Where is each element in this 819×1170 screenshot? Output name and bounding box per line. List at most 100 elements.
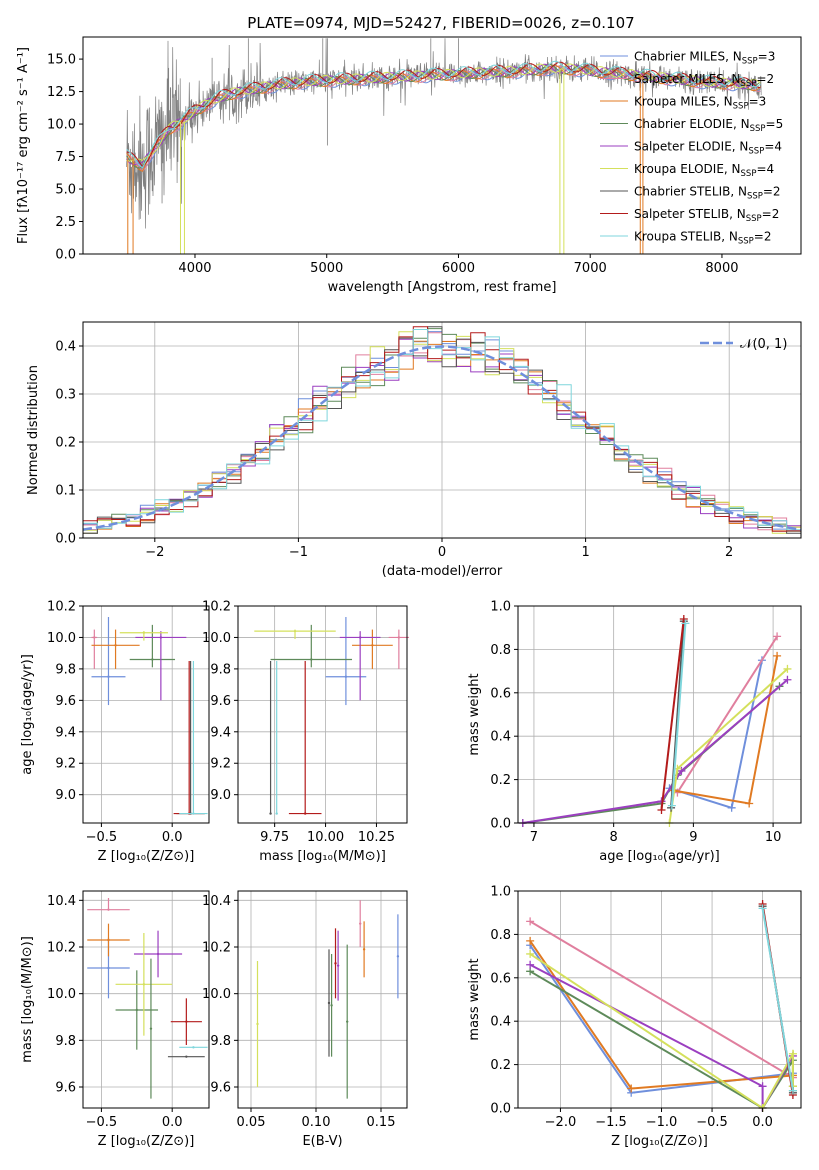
y-tick-label: 0.4 xyxy=(490,730,511,745)
y-tick-label: 10.0 xyxy=(47,987,76,1002)
x-tick-label: 0.05 xyxy=(237,1115,266,1130)
normal-reference-curve xyxy=(82,345,802,531)
y-tick-label: 15.0 xyxy=(47,53,76,68)
axes-frame xyxy=(82,36,802,255)
x-axis-label: Z [log₁₀(Z/Z⊙)] xyxy=(611,1134,708,1149)
data-point xyxy=(362,948,366,951)
data-point xyxy=(185,1020,188,1023)
y-tick-label: 9.8 xyxy=(55,1034,76,1049)
x-tick-label: 0 xyxy=(438,545,446,560)
data-point xyxy=(142,631,146,634)
y-tick-label: 9.8 xyxy=(210,662,231,677)
x-tick-label: 0.0 xyxy=(752,1115,773,1130)
y-tick-label: 0.6 xyxy=(490,971,511,986)
data-point xyxy=(107,908,110,911)
data-point xyxy=(359,922,362,925)
model-spectrum-line xyxy=(126,63,761,169)
frame-layer xyxy=(79,36,802,1112)
x-axis-label: (data-model)/error xyxy=(382,564,503,579)
x-tick-label: 0.0 xyxy=(162,1115,183,1130)
y-tick-label: 10.4 xyxy=(202,894,231,909)
data-point xyxy=(346,1020,349,1023)
data-layer xyxy=(82,38,802,1112)
x-tick-label: 8000 xyxy=(705,261,738,276)
data-point xyxy=(336,964,340,967)
legend-entry: Chabrier MILES, NSSP=3 xyxy=(634,50,775,67)
y-tick-label: 9.6 xyxy=(210,694,231,709)
y-tick-label: 0.2 xyxy=(490,773,511,788)
y-tick-label: 9.0 xyxy=(210,788,231,803)
x-tick-label: −2 xyxy=(145,545,164,560)
x-axis-label: Z [log₁₀(Z/Z⊙)] xyxy=(98,849,195,864)
x-tick-label: 9 xyxy=(689,830,697,845)
data-point xyxy=(256,1022,259,1026)
spectrum-title: PLATE=0974, MJD=52427, FIBERID=0026, z=0… xyxy=(247,14,634,32)
y-tick-label: 9.6 xyxy=(55,694,76,709)
weight-series-line xyxy=(529,920,794,1079)
data-point xyxy=(107,675,110,678)
y-tick-label: 0.0 xyxy=(55,248,76,263)
axes-frame xyxy=(237,605,408,824)
x-tick-label: 7 xyxy=(530,830,538,845)
y-tick-label: 12.5 xyxy=(47,85,76,100)
legend-entry: Kroupa ELODIE, NSSP=4 xyxy=(634,162,774,179)
weight-point-marker xyxy=(526,960,535,969)
y-tick-label: 0.4 xyxy=(490,1015,511,1030)
data-point xyxy=(358,636,362,639)
y-tick-label: 0.4 xyxy=(55,340,76,355)
x-tick-label: −1.5 xyxy=(595,1115,627,1130)
y-tick-label: 10.2 xyxy=(47,600,76,615)
data-point xyxy=(107,966,110,970)
x-axis-label: wavelength [Angstrom, rest frame] xyxy=(328,280,557,295)
weight-point-marker xyxy=(745,799,754,808)
legend-entry: Kroupa MILES, NSSP=3 xyxy=(634,95,766,112)
data-point xyxy=(397,636,401,639)
weight-point-marker xyxy=(788,1086,797,1095)
y-tick-label: 0.8 xyxy=(490,643,511,658)
y-tick-label: 0.0 xyxy=(490,1102,511,1117)
data-point xyxy=(192,812,195,815)
weight-series-line xyxy=(670,623,687,806)
y-tick-label: 1.0 xyxy=(490,600,511,615)
y-tick-label: 0.0 xyxy=(490,817,511,832)
y-tick-label: 0.8 xyxy=(490,928,511,943)
data-point xyxy=(269,812,272,815)
y-tick-label: 9.4 xyxy=(55,725,76,740)
weight-series-line xyxy=(761,908,794,1091)
data-point xyxy=(114,644,117,647)
y-tick-label: 10.2 xyxy=(202,941,231,956)
x-tick-label: 10 xyxy=(765,830,782,845)
y-tick-label: 0.3 xyxy=(55,388,76,403)
y-axis-label: Normed distribution xyxy=(26,365,41,495)
data-point xyxy=(149,1027,153,1030)
x-tick-label: 6000 xyxy=(442,261,475,276)
axes-frame xyxy=(82,890,210,1109)
data-point xyxy=(275,812,278,815)
y-tick-label: 10.0 xyxy=(47,118,76,133)
weight-point-marker xyxy=(657,805,666,814)
weight-point-marker xyxy=(627,1084,636,1093)
y-axis-label: Flux [fλ10⁻¹⁷ erg cm⁻² s⁻¹ A⁻¹] xyxy=(16,47,31,244)
x-tick-label: 5000 xyxy=(310,261,343,276)
x-tick-label: 0.15 xyxy=(367,1115,396,1130)
data-point xyxy=(142,983,146,986)
x-tick-label: −1 xyxy=(289,545,308,560)
y-tick-label: 9.6 xyxy=(210,1081,231,1096)
y-tick-label: 10.0 xyxy=(202,631,231,646)
y-tick-label: 10.2 xyxy=(47,941,76,956)
x-tick-label: 0.10 xyxy=(302,1115,331,1130)
data-point xyxy=(330,1004,333,1007)
x-axis-label: Z [log₁₀(Z/Z⊙)] xyxy=(98,1134,195,1149)
x-tick-label: −2.0 xyxy=(545,1115,577,1130)
weight-point-marker xyxy=(679,615,688,624)
x-tick-label: 4000 xyxy=(178,261,211,276)
y-tick-label: 0.2 xyxy=(55,436,76,451)
legend-entry: Kroupa STELIB, NSSP=2 xyxy=(634,230,772,247)
legend-entry: Chabrier STELIB, NSSP=2 xyxy=(634,185,781,202)
y-tick-label: 10.0 xyxy=(47,631,76,646)
x-tick-label: 8 xyxy=(610,830,618,845)
x-tick-label: 2 xyxy=(725,545,733,560)
data-point xyxy=(135,1008,138,1012)
y-tick-label: 9.8 xyxy=(55,662,76,677)
y-tick-label: 2.5 xyxy=(55,215,76,230)
